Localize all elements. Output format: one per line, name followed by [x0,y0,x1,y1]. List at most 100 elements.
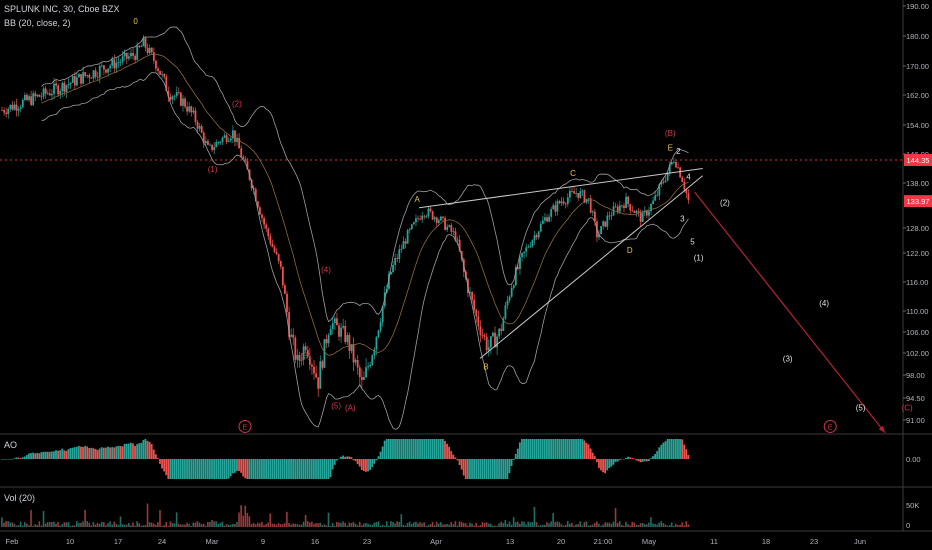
ao-bar [331,459,334,470]
ao-bar [261,459,263,479]
ao-bar [121,446,124,459]
ao-bar [40,452,43,459]
candle-body [456,239,459,241]
indicator-bb-label[interactable]: BB (20, close, 2) [4,18,71,28]
ao-bar [656,451,659,459]
candle-body [144,37,147,48]
volume-bar [254,524,257,527]
candle-body [431,211,434,220]
volume-bar [188,523,190,527]
ao-pane-label[interactable]: AO [4,440,18,450]
ao-bar [525,439,528,459]
candle-body [279,260,282,267]
ao-bar [687,454,690,459]
ao-bar [1,459,3,460]
candle-body [338,325,340,337]
wave-label: E [243,424,248,431]
volume-bar [577,524,579,527]
candle-body [223,135,226,138]
candle-body [469,291,471,293]
ao-bar [533,439,536,459]
volume-bar [527,521,529,527]
volume-bar [477,525,480,527]
volume-bar [473,525,475,527]
volume-bar [148,522,151,527]
ao-bar [481,459,484,479]
ao-bar [365,459,367,472]
ao-bar [119,445,122,459]
candle-body [88,75,91,78]
candle-body [544,217,546,221]
candle-body [42,88,45,97]
ao-bar [570,439,573,459]
ao-bar [346,456,349,459]
candle-body [358,367,361,377]
y-tick-label: 91.00 [906,416,925,425]
ao-bar [583,440,586,459]
ao-bar [527,439,530,459]
volume-bar [3,522,5,527]
ao-bar [568,439,571,459]
candle-body [19,107,22,109]
candle-body [394,258,397,266]
candle-body [575,193,578,194]
candle-body [252,188,255,190]
symbol-title[interactable]: SPLUNK INC, 30, Cboe BZX [4,4,120,14]
volume-bar [82,521,84,527]
ao-bar [186,459,188,479]
ao-bar [315,459,317,479]
ao-bar [566,439,569,459]
candle-body [648,211,650,216]
ao-bar [310,459,313,479]
ao-bar [627,456,629,459]
candle-body [408,229,411,231]
ao-bar [423,439,426,459]
volume-bar [92,521,95,527]
volume-bar [259,523,261,527]
candle-body [53,83,55,94]
candle-body [256,201,259,208]
ao-bar [514,453,517,459]
candle-body [111,59,114,66]
ao-bar [294,459,297,479]
volume-bar [673,525,675,527]
candle-body [294,337,297,360]
candle-body [668,164,671,173]
volume-bar [504,520,507,527]
candle-body [340,327,342,337]
price-pane[interactable] [1,26,690,430]
ao-bar [373,459,376,464]
ao-bar [92,448,95,459]
candle-body [569,190,571,198]
candle-body [30,96,33,105]
candle-body [656,195,659,197]
x-tick-label: May [642,537,656,546]
volume-bar [80,522,82,527]
volume-bar [244,505,247,527]
volume-bar [186,522,188,527]
y-tick-label: 116.00 [906,278,928,287]
ao-bar [298,459,301,479]
ao-bar [109,447,111,459]
ao-bar [136,444,139,459]
volume-bar [32,525,34,527]
ao-bar [244,459,247,479]
volume-bar [125,524,128,527]
ao-bar [256,459,259,479]
volume-pane [1,503,690,527]
volume-bar [217,523,220,527]
ao-bar [138,443,141,459]
candle-body [650,204,652,212]
ao-bar [595,459,598,463]
candle-body [163,73,166,77]
volume-bar [652,523,654,527]
candle-body [219,141,222,143]
volume-bar [86,521,88,527]
ao-bar [367,459,369,472]
candle-body [184,98,186,107]
candle-body [238,137,241,149]
volume-bar [173,523,176,527]
volume-pane-label[interactable]: Vol (20) [4,493,36,503]
candle-body [202,132,205,144]
